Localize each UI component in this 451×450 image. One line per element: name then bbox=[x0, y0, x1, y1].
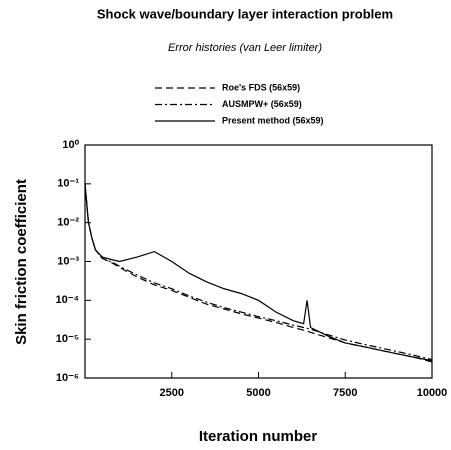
series-line bbox=[84, 183, 433, 361]
y-tick-label: 10⁻⁵ bbox=[56, 333, 79, 345]
y-axis-label: Skin friction coefficient bbox=[13, 179, 30, 345]
series-line bbox=[84, 183, 433, 363]
y-tick-label: 10⁻³ bbox=[57, 255, 79, 267]
y-tick-label: 10⁰ bbox=[62, 139, 79, 151]
legend-label: Present method (56x59) bbox=[222, 115, 324, 125]
series-line bbox=[84, 183, 433, 362]
chart-subtitle: Error histories (van Leer limiter) bbox=[168, 42, 322, 54]
legend-label: AUSMPW+ (56x59) bbox=[222, 99, 302, 109]
x-axis-label: Iteration number bbox=[199, 428, 318, 445]
legend-label: Roe's FDS (56x59) bbox=[222, 82, 300, 92]
x-tick-label: 5000 bbox=[246, 387, 270, 399]
x-tick-label: 2500 bbox=[160, 387, 184, 399]
y-tick-label: 10⁻² bbox=[57, 217, 79, 229]
x-tick-label: 10000 bbox=[417, 387, 448, 399]
y-tick-label: 10⁻⁴ bbox=[56, 294, 79, 306]
y-tick-label: 10⁻⁶ bbox=[56, 372, 79, 384]
x-tick-label: 7500 bbox=[333, 387, 357, 399]
chart-title: Shock wave/boundary layer interaction pr… bbox=[97, 6, 393, 21]
plot-frame bbox=[84, 144, 433, 379]
y-tick-label: 10⁻¹ bbox=[57, 178, 79, 190]
